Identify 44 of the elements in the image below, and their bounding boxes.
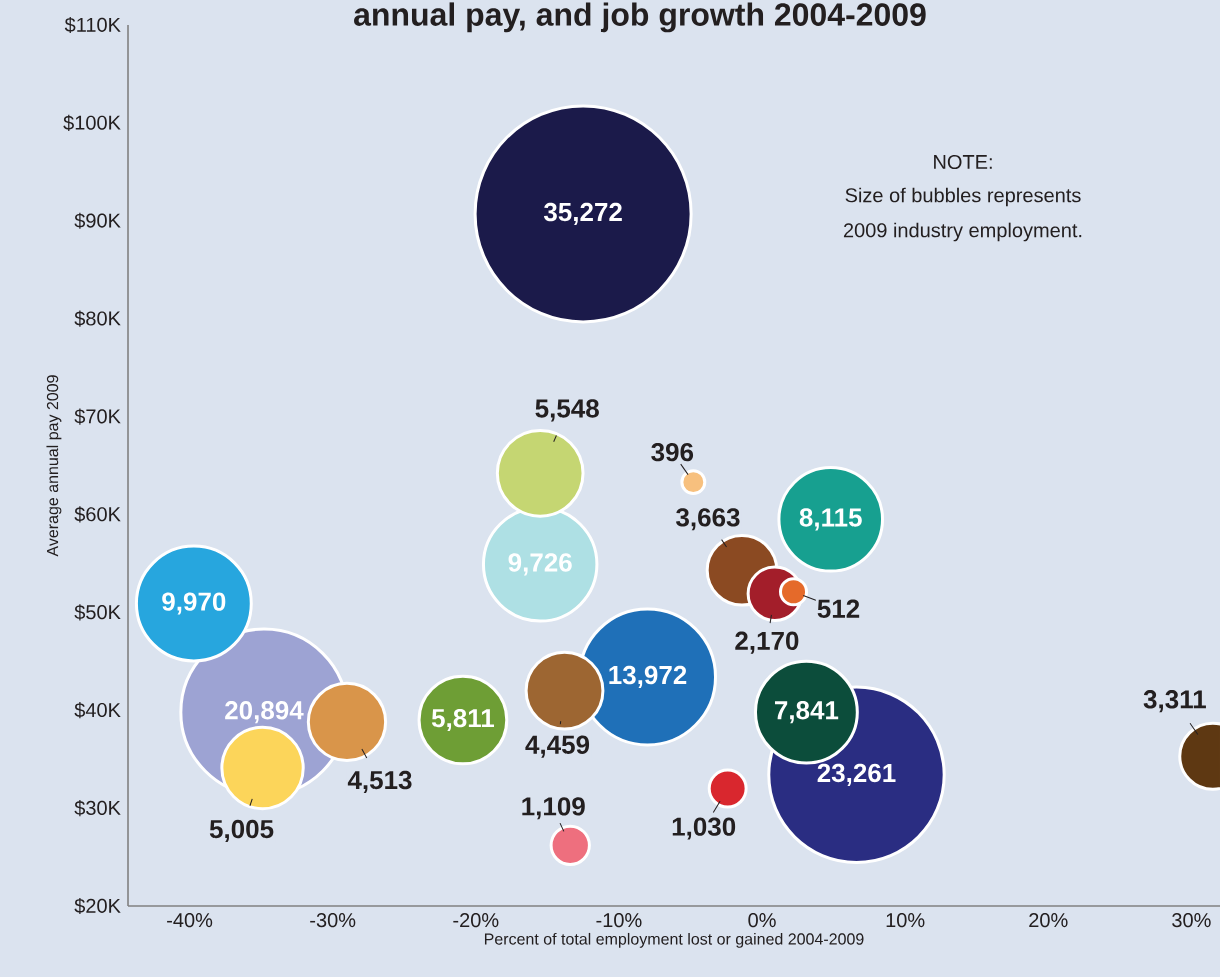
y-tick-label: $100K	[63, 114, 121, 131]
x-tick-label: -30%	[310, 913, 356, 928]
y-tick-label: $20K	[74, 897, 121, 915]
data-label: 396	[651, 442, 694, 462]
data-label: 1,030	[672, 817, 736, 840]
y-tick-label: $90K	[74, 212, 121, 229]
x-tick-label: 30%	[1172, 913, 1211, 928]
data-label: 23,261	[817, 763, 896, 786]
annotation: 2009 industry employment.	[843, 222, 1082, 242]
x-tick-label: 20%	[1029, 913, 1068, 928]
y-tick-label: $50K	[74, 604, 121, 621]
x-tick-label: 0%	[748, 913, 776, 928]
x-tick-label: 10%	[886, 913, 925, 928]
data-label: 9,970	[162, 592, 226, 615]
x-tick-label: -20%	[453, 913, 499, 928]
y-tick-label: $70K	[74, 408, 121, 425]
data-label: 5,005	[209, 819, 274, 843]
x-tick-label: -40%	[167, 913, 213, 928]
chart-title: annual pay, and job growth 2004-2009	[354, 2, 926, 33]
data-label: 8,115	[799, 508, 862, 531]
y-tick-label: $40K	[74, 702, 121, 719]
data-label: 9,726	[508, 553, 572, 576]
data-label: 3,311	[1143, 690, 1206, 713]
y-tick-label: $60K	[74, 506, 121, 523]
data-label: 20,894	[225, 701, 304, 724]
y-tick-label: $110K	[64, 16, 121, 34]
data-label: 5,811	[431, 708, 494, 732]
annotation: NOTE:	[934, 154, 992, 170]
y-tick-label: $80K	[74, 310, 121, 327]
data-label: 2,170	[735, 631, 799, 654]
data-label: 3,663	[676, 508, 740, 531]
x-tick-label: -10%	[596, 913, 642, 928]
y-tick-label: $30K	[74, 800, 121, 817]
data-label: 4,513	[347, 770, 412, 794]
data-label: 7,841	[774, 701, 839, 724]
data-label: 5,548	[535, 399, 599, 422]
data-label: 35,272	[543, 202, 622, 225]
data-label: 13,972	[609, 665, 687, 689]
data-label: 1,109	[522, 797, 585, 820]
y-axis-title: Average annual pay 2009	[46, 375, 62, 557]
annotation: Size of bubbles represents	[845, 187, 1081, 207]
data-label: 4,459	[525, 735, 590, 758]
data-label: 512	[817, 599, 860, 618]
x-axis-title: Percent of total employment lost or gained 2004-2009	[484, 932, 864, 948]
